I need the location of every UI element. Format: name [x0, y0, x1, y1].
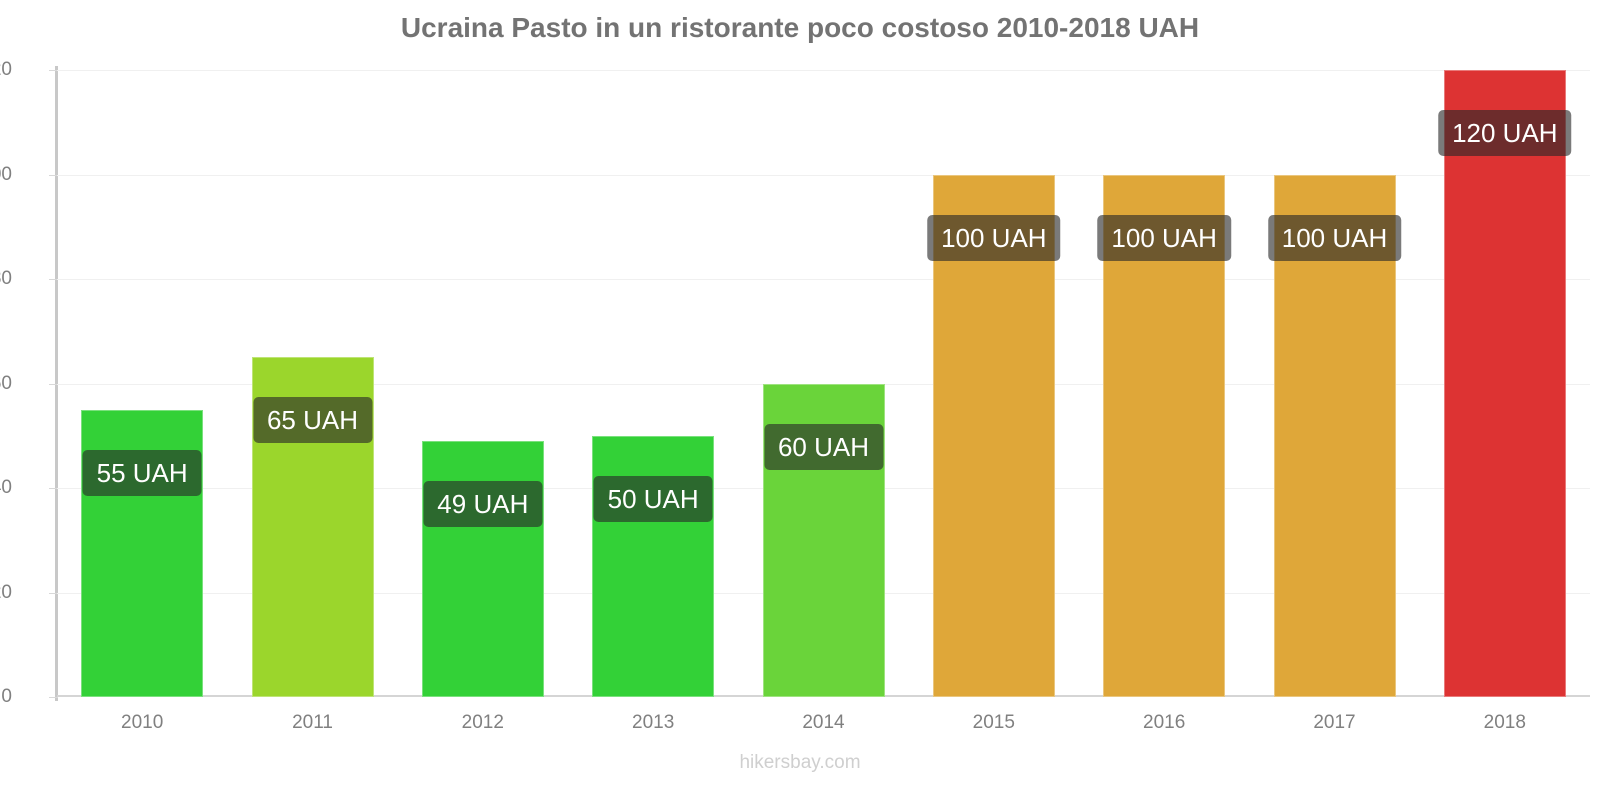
y-axis-tick-label: 60 [0, 372, 12, 394]
bar-value-label: 100 UAH [1097, 214, 1231, 261]
y-axis-tick-label: 0 [1, 686, 12, 707]
x-axis-tick-label: 2014 [802, 712, 845, 733]
bar-value-label: 65 UAH [252, 397, 373, 444]
bar-value-label: 120 UAH [1438, 110, 1572, 156]
bar[interactable] [1103, 174, 1226, 697]
y-axis-tick-mark [49, 383, 58, 385]
gridline [57, 174, 1590, 176]
plot-area: 55 UAH 65 UAH 49 UAH 50 UAH 60 UAH 100 UAH 100… [57, 70, 1590, 697]
y-axis-tick-label: 120 [0, 59, 12, 80]
y-axis-tick-mark [49, 592, 58, 594]
y-axis-tick-mark [49, 174, 58, 176]
bar-value-label: 55 UAH [82, 449, 202, 496]
x-axis-tick-label: 2011 [292, 712, 333, 733]
bar[interactable] [932, 174, 1055, 697]
x-axis-tick-label: 2013 [632, 712, 675, 733]
x-axis-tick-label: 2016 [1143, 712, 1186, 733]
x-axis-tick-label: 2017 [1313, 712, 1356, 733]
gridline [57, 279, 1590, 280]
y-axis-tick-label: 100 [0, 163, 12, 185]
y-axis-tick-label: 80 [0, 268, 12, 289]
chart-title: Ucraina Pasto in un ristorante poco cost… [400, 12, 1200, 43]
x-axis-tick-label: 2012 [461, 712, 504, 733]
bar-value-label: 50 UAH [593, 475, 713, 522]
y-axis-tick-label: 20 [0, 581, 12, 603]
bar-value-label: 100 UAH [1267, 214, 1402, 261]
x-axis-tick-label: 2015 [972, 712, 1015, 733]
y-axis-tick-label: 40 [0, 477, 12, 498]
bar[interactable] [1273, 174, 1396, 697]
gridline [57, 70, 1590, 71]
watermark: hikersbay.com [739, 752, 861, 773]
bar-value-label: 49 UAH [423, 480, 543, 527]
bar-value-label: 100 UAH [927, 214, 1061, 261]
y-axis-tick-mark [49, 279, 58, 280]
bar[interactable] [421, 440, 544, 697]
y-axis-tick-mark [49, 488, 58, 489]
y-axis-tick-mark [49, 70, 58, 71]
x-axis-tick-label: 2018 [1483, 712, 1526, 733]
y-axis-tick-mark [49, 697, 58, 698]
bar-value-label: 60 UAH [763, 423, 884, 470]
x-axis-tick-label: 2010 [121, 712, 164, 733]
bar[interactable] [1443, 70, 1566, 697]
